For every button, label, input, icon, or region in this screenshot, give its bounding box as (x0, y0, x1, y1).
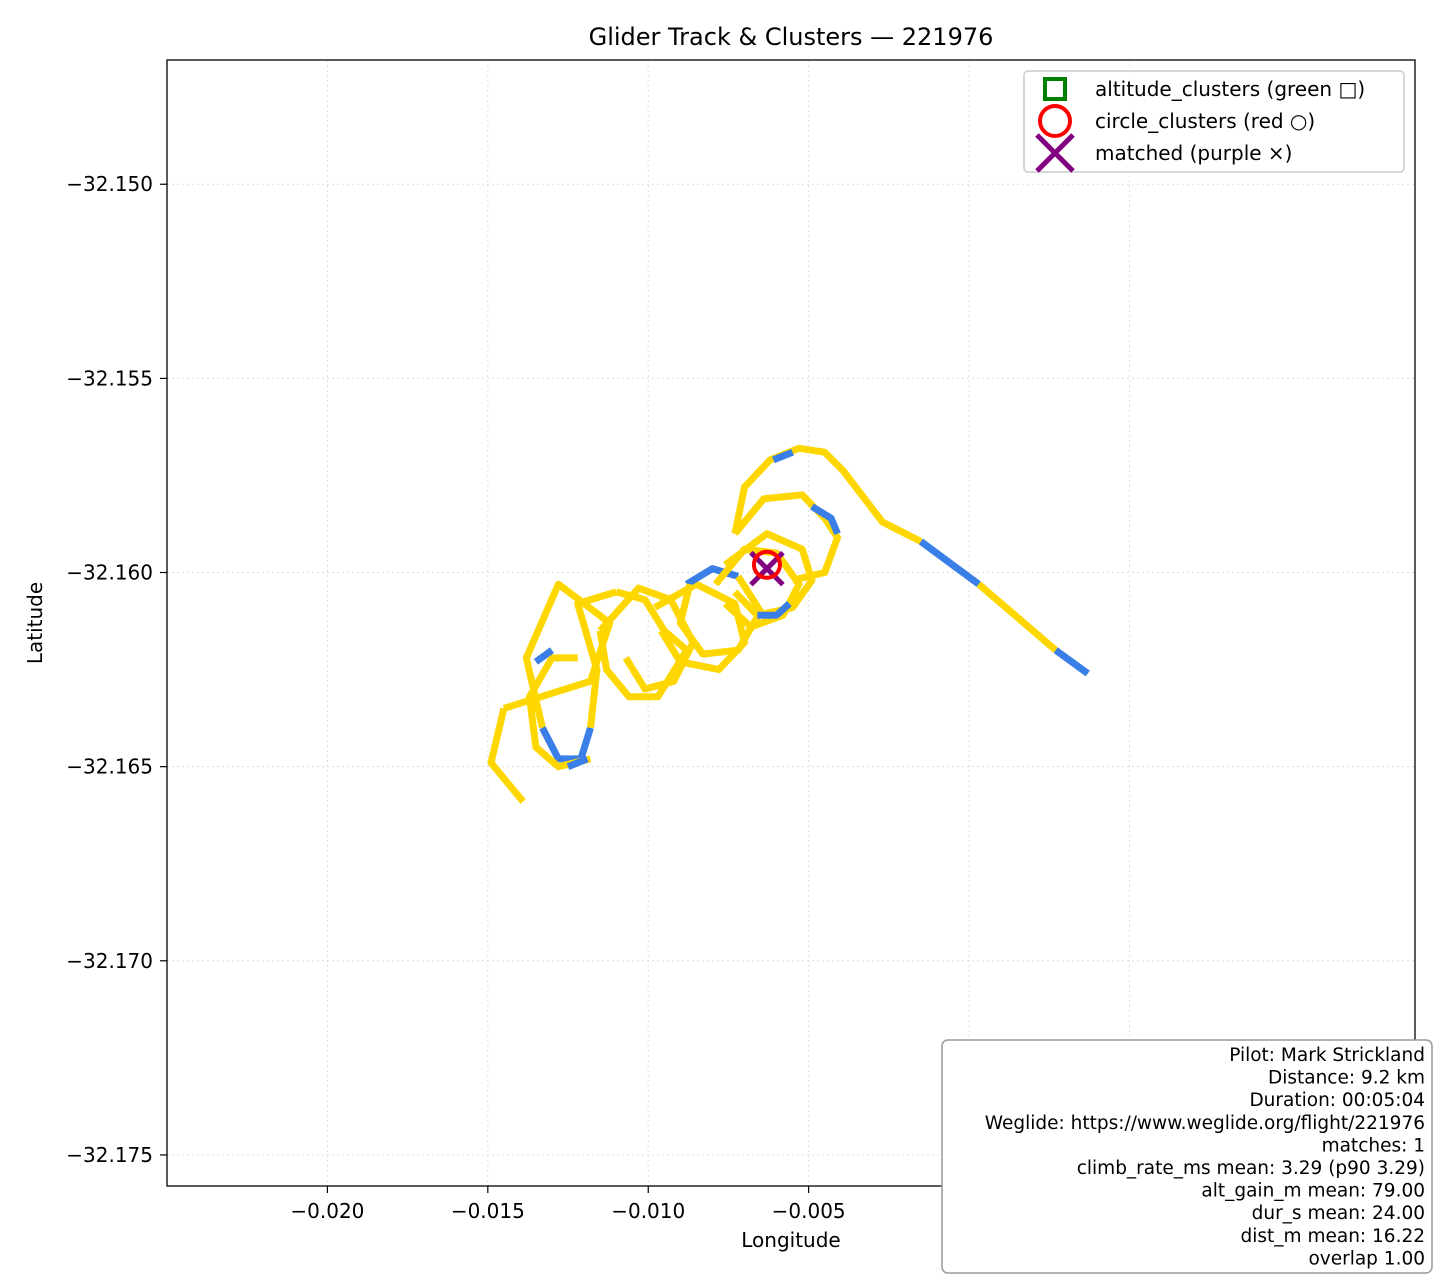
track-segment (1053, 647, 1090, 677)
legend-label: altitude_clusters (green □) (1095, 77, 1365, 101)
y-tick-label: −32.155 (66, 366, 153, 390)
x-axis-label: Longitude (741, 1228, 840, 1252)
y-axis-label: Latitude (23, 582, 47, 664)
track-lines (487, 444, 1090, 804)
x-tick-label: −0.020 (290, 1199, 364, 1223)
track-segment (810, 503, 841, 536)
track-segment (526, 654, 592, 771)
track-segment (574, 588, 618, 729)
y-tick-label: −32.165 (66, 755, 153, 779)
track-segment (539, 726, 594, 763)
track-segment (596, 588, 691, 701)
legend-label: matched (purple ×) (1095, 141, 1292, 165)
y-tick-label: −32.160 (66, 561, 153, 585)
legend: altitude_clusters (green □) circle_cluste… (1023, 70, 1405, 173)
chart-title: Glider Track & Clusters — 221976 (589, 23, 994, 51)
info-box-frame (941, 1039, 1433, 1274)
circle-cluster-marker (751, 549, 782, 580)
info-line: Pilot: Mark Strickland (1229, 1045, 1425, 1066)
legend-label: circle_clusters (red ○) (1095, 109, 1315, 133)
track-segment (731, 444, 923, 545)
track-segment (918, 538, 981, 588)
info-line: climb_rate_ms mean: 3.29 (p90 3.29) (1077, 1158, 1425, 1179)
legend-box (1023, 70, 1405, 173)
info-line: alt_gain_m mean: 79.00 (1201, 1181, 1425, 1202)
legend-circle-marker (1038, 104, 1072, 138)
info-line: Distance: 9.2 km (1268, 1068, 1425, 1089)
info-line: dist_m mean: 16.22 (1241, 1226, 1425, 1247)
info-line: overlap 1.00 (1308, 1248, 1425, 1269)
x-tick-label: −0.015 (451, 1199, 525, 1223)
plot-frame (166, 59, 1416, 1187)
legend-x-marker-stroke (1035, 133, 1075, 173)
track-segment (533, 647, 555, 665)
info-line: dur_s mean: 24.00 (1252, 1203, 1425, 1224)
legend-square-marker (1043, 77, 1067, 101)
track-segment (566, 755, 589, 770)
track-segment (772, 448, 794, 464)
info-line: Duration: 00:05:04 (1249, 1090, 1425, 1111)
y-axis-ticks: −32.150 −32.155 −32.160 −32.165 −32.170 −32.1… (66, 172, 167, 1167)
y-tick-label: −32.170 (66, 949, 153, 973)
track-segment (684, 565, 740, 588)
track-segment (757, 601, 792, 619)
info-line: Weglide: https://www.weglide.org/flight/… (985, 1113, 1425, 1134)
info-line: matches: 1 (1322, 1135, 1425, 1156)
track-segment (487, 707, 526, 804)
y-tick-label: −32.150 (66, 172, 153, 196)
x-tick-label: −0.005 (772, 1199, 846, 1223)
cluster-markers (749, 549, 785, 587)
y-tick-label: −32.175 (66, 1143, 153, 1167)
x-tick-label: −0.010 (611, 1199, 685, 1223)
track-segment (676, 574, 764, 658)
track-segment (976, 581, 1058, 653)
